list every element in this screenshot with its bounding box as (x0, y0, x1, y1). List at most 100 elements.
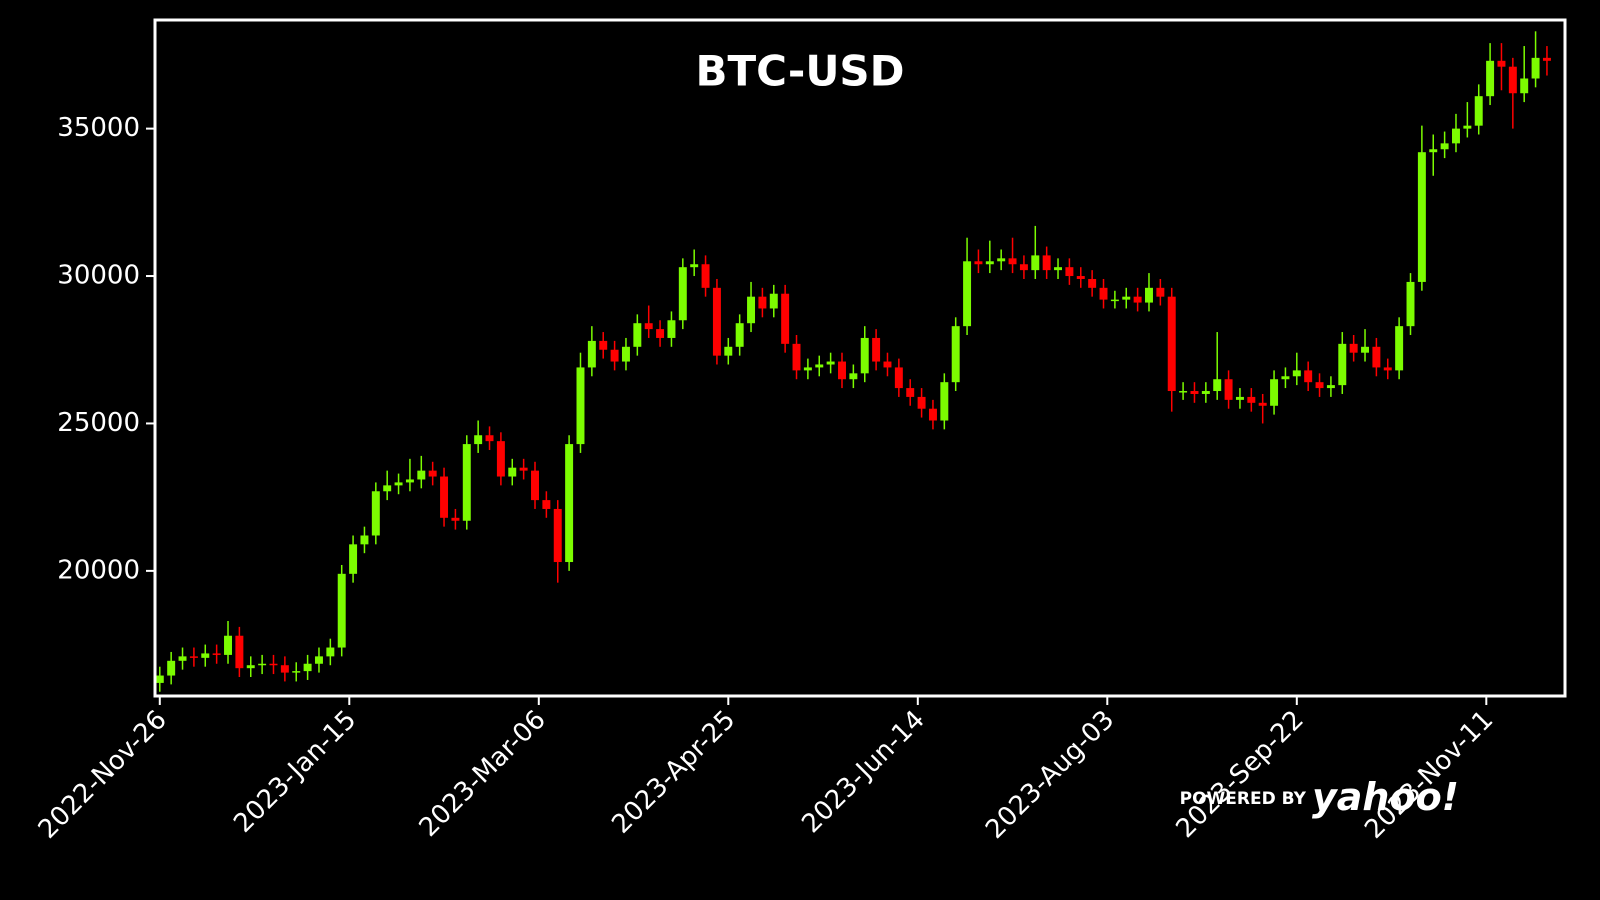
candle-body (587, 340, 596, 368)
candle-body (860, 337, 869, 374)
candle-body (1304, 370, 1313, 383)
candle-body (974, 261, 983, 265)
candle-body (906, 388, 915, 397)
watermark-brand: yahoo! (1312, 775, 1459, 819)
candle-body (508, 467, 517, 477)
y-tick-label: 30000 (57, 261, 140, 291)
candle-body (496, 441, 505, 477)
candle-body (1338, 343, 1347, 386)
candle-body (1145, 287, 1153, 303)
candle-body (633, 323, 642, 347)
candle-body (1201, 391, 1210, 394)
candle-body (1179, 391, 1188, 393)
candle-body (1406, 281, 1415, 327)
candle-body (724, 346, 733, 356)
candle-body (1326, 385, 1335, 389)
candle-body (1099, 287, 1108, 300)
candle-body (803, 367, 812, 371)
candle-body (1258, 402, 1267, 406)
candle-body (667, 320, 676, 338)
candle-body (360, 535, 369, 545)
plot-frame (153, 18, 1567, 698)
candle-body (1076, 276, 1085, 279)
candle-body (428, 470, 437, 477)
y-tick-label: 35000 (57, 113, 140, 143)
candle-body (1224, 379, 1233, 400)
candle-body (792, 343, 801, 371)
candle-body (1019, 264, 1028, 271)
candle-body (1110, 299, 1119, 302)
candle-body (201, 653, 210, 658)
candle-body (1463, 125, 1472, 129)
candle-body (883, 361, 892, 368)
candle-body (1429, 149, 1438, 153)
candle-body (1474, 96, 1483, 126)
candle-body (1247, 396, 1256, 403)
candle-body (269, 663, 278, 666)
candle-body (394, 482, 403, 486)
candle-body (542, 500, 551, 509)
candle-body (1031, 255, 1040, 271)
candle-body (1531, 57, 1540, 79)
candle-body (235, 635, 244, 669)
y-tick-label: 20000 (57, 555, 140, 585)
candle-body (678, 267, 687, 321)
candle-body (1042, 255, 1051, 271)
candle-body (1281, 376, 1290, 380)
candle-body (576, 367, 585, 445)
candle-body (1417, 152, 1426, 282)
candle-body (769, 293, 778, 309)
candle-body (417, 470, 426, 480)
candle-body (1440, 143, 1449, 150)
candle-body (1508, 66, 1517, 94)
candle-body (474, 435, 483, 445)
candle-body (1133, 296, 1142, 303)
candle-body (371, 491, 380, 536)
candle-body (781, 293, 790, 344)
candle-body (167, 660, 176, 676)
candle-body (1008, 258, 1017, 265)
candle-body (712, 287, 721, 356)
candle-body (1213, 379, 1222, 392)
candle-body (838, 361, 846, 380)
candle-body (963, 261, 972, 327)
candle-body (155, 675, 164, 683)
candle-body (451, 517, 460, 521)
candle-body (212, 653, 221, 655)
candle-body (314, 656, 323, 664)
candle-body (1486, 60, 1495, 97)
candle-body (553, 508, 562, 563)
candle-body (189, 656, 198, 658)
candle-body (849, 373, 858, 380)
candle-body (349, 544, 358, 574)
candle-body (1349, 343, 1358, 353)
candle-body (747, 296, 756, 324)
candle-body (928, 408, 937, 421)
candle-body (610, 349, 619, 362)
candle-body (462, 444, 471, 521)
candle-body (1520, 78, 1529, 94)
candle-body (1292, 370, 1301, 377)
candle-body (621, 346, 630, 362)
candle-body (1361, 346, 1370, 353)
candle-body (758, 296, 767, 309)
candle-body (1190, 391, 1199, 394)
candle-body (951, 326, 960, 383)
candle-body (917, 396, 926, 409)
candle-body (1235, 396, 1244, 400)
candle-body (531, 470, 539, 501)
candle-body (1122, 296, 1131, 300)
candle-body (178, 656, 187, 661)
candle-body (303, 663, 312, 672)
candle-body (656, 329, 665, 338)
chart-title: BTC-USD (695, 47, 904, 96)
candle-body (872, 337, 881, 362)
candle-body (224, 635, 232, 655)
candle-body (1088, 278, 1097, 288)
candle-body (701, 264, 710, 288)
y-tick-label: 25000 (57, 408, 140, 438)
candle-body (1167, 296, 1176, 392)
